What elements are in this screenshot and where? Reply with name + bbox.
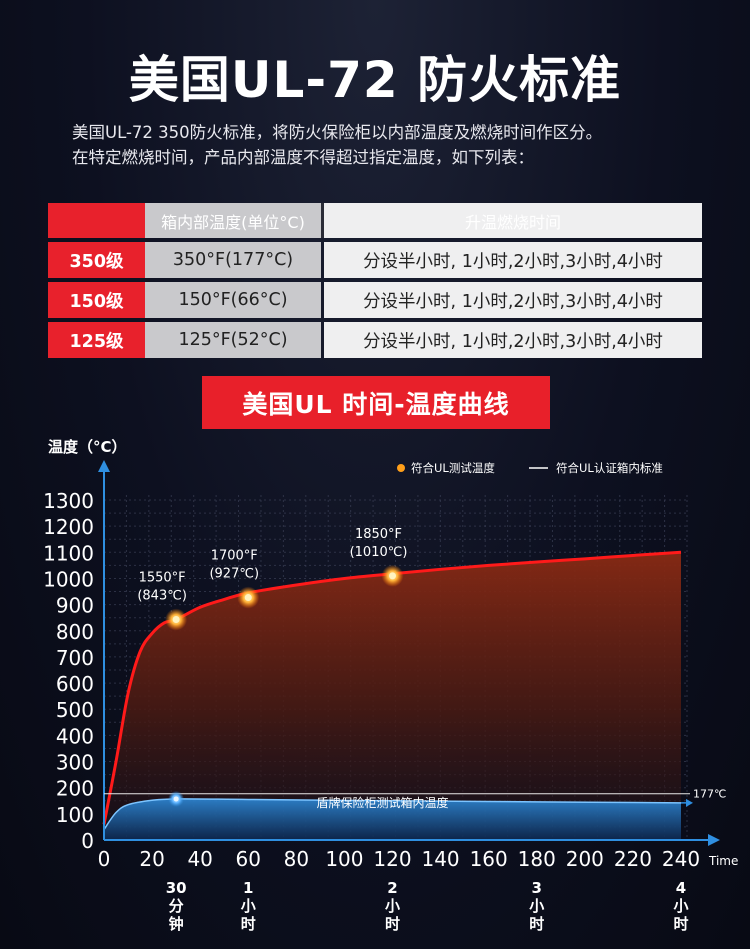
table-header-grade (48, 203, 145, 238)
y-tick-label: 600 (56, 672, 94, 696)
fire-point (172, 616, 180, 624)
fire-point-label-c: (1010℃) (350, 545, 408, 560)
x-tick-label: 200 (566, 847, 604, 871)
y-tick-label: 400 (56, 724, 94, 748)
description-line-1: 美国UL-72 350防火标准，将防火保险柜以内部温度及燃烧时间作区分。 (72, 123, 603, 142)
fire-point (389, 572, 396, 580)
y-tick-label: 1300 (43, 489, 94, 513)
x-tick-label: 220 (614, 847, 652, 871)
time-label-char: 30 (166, 879, 187, 897)
table-header-temp: 箱内部温度(单位°C) (145, 203, 321, 238)
chart-axes: 0100200300400500600700800900100011001200… (43, 438, 738, 933)
legend-label-test-temp: 符合UL测试温度 (411, 461, 495, 475)
y-axis-title: 温度（°C） (48, 438, 127, 456)
fire-point-label-f: 1700°F (211, 549, 258, 564)
safe-curve-group: 盾牌保险柜测试箱内温度 (103, 795, 693, 840)
time-label-char: 钟 (169, 915, 184, 933)
time-label-char: 小 (673, 897, 688, 915)
time-cell: 分设半小时, 1小时,2小时,3小时,4小时 (324, 242, 702, 278)
fire-rating-table: 箱内部温度(单位°C) 升温燃烧时间 350级 350°F(177°C) 分设半… (48, 203, 702, 362)
safe-curve-arrow (686, 798, 693, 807)
time-label-char: 时 (673, 915, 688, 933)
temp-cell: 350°F(177°C) (145, 242, 321, 278)
fire-point (244, 594, 252, 602)
safe-curve-area (104, 798, 681, 840)
x-tick-label: 40 (187, 847, 212, 871)
time-label-char: 时 (241, 915, 256, 933)
legend-label-standard: 符合UL认证箱内标准 (556, 461, 663, 475)
y-tick-label: 200 (56, 777, 94, 801)
fire-curve-area (104, 552, 681, 840)
x-tick-label: 0 (98, 847, 111, 871)
time-label-char: 分 (169, 897, 184, 915)
x-tick-label: 240 (662, 847, 700, 871)
reference-line-label: 177℃ (693, 788, 726, 801)
safe-point (173, 796, 179, 802)
y-tick-label: 1100 (43, 541, 94, 565)
fire-point-label-f: 1550°F (139, 571, 186, 586)
y-axis-arrow (98, 460, 110, 472)
y-tick-label: 700 (56, 646, 94, 670)
y-tick-label: 500 (56, 698, 94, 722)
time-cell: 分设半小时, 1小时,2小时,3小时,4小时 (324, 282, 702, 318)
y-tick-label: 1200 (43, 515, 94, 539)
y-tick-label: 300 (56, 751, 94, 775)
x-tick-label: 100 (325, 847, 363, 871)
grade-cell: 150级 (48, 282, 145, 318)
y-tick-label: 800 (56, 620, 94, 644)
x-tick-label: 120 (373, 847, 411, 871)
time-label-char: 1 (243, 879, 253, 897)
grade-cell: 125级 (48, 322, 145, 358)
chart-labels: 177℃ 1550°F (843℃) 1700°F (927℃) 1850°F (1010℃… (104, 461, 726, 807)
time-label-char: 小 (529, 897, 544, 915)
description: 美国UL-72 350防火标准，将防火保险柜以内部温度及燃烧时间作区分。 在特定… (72, 120, 732, 170)
table-row: 125级 125°F(52°C) 分设半小时, 1小时,2小时,3小时,4小时 (48, 322, 702, 358)
y-tick-label: 0 (81, 829, 94, 853)
page-title: 美国UL-72 防火标准 (128, 51, 622, 109)
time-label-char: 时 (529, 915, 544, 933)
x-tick-label: 60 (236, 847, 261, 871)
time-label-char: 时 (385, 915, 400, 933)
y-tick-label: 100 (56, 803, 94, 827)
x-tick-label: 80 (284, 847, 309, 871)
x-tick-label: 140 (421, 847, 459, 871)
temp-cell: 125°F(52°C) (145, 322, 321, 358)
x-axis-arrow (708, 834, 720, 846)
x-tick-label: 160 (470, 847, 508, 871)
x-axis-title: Time (708, 854, 738, 868)
y-tick-label: 1000 (43, 567, 94, 591)
legend-marker-dot (397, 464, 405, 472)
time-label-char: 小 (385, 897, 400, 915)
grade-cell: 350级 (48, 242, 145, 278)
time-label-char: 2 (387, 879, 397, 897)
temp-cell: 150°F(66°C) (145, 282, 321, 318)
safe-curve-line (103, 798, 682, 830)
x-tick-label: 180 (518, 847, 556, 871)
time-label-char: 3 (532, 879, 542, 897)
y-tick-label: 900 (56, 594, 94, 618)
description-line-2: 在特定燃烧时间，产品内部温度不得超过指定温度，如下列表： (72, 148, 534, 167)
chart-banner: 美国UL 时间-温度曲线 (202, 376, 550, 429)
table-row: 350级 350°F(177°C) 分设半小时, 1小时,2小时,3小时,4小时 (48, 242, 702, 278)
safe-curve-label: 盾牌保险柜测试箱内温度 (316, 795, 448, 810)
fire-point-label-f: 1850°F (355, 527, 402, 542)
fire-point-label-c: (927℃) (209, 567, 259, 582)
time-label-char: 小 (241, 897, 256, 915)
x-tick-label: 20 (139, 847, 164, 871)
time-cell: 分设半小时, 1小时,2小时,3小时,4小时 (324, 322, 702, 358)
table-header-time: 升温燃烧时间 (324, 203, 702, 238)
fire-point-label-c: (843℃) (137, 589, 187, 604)
table-header-row: 箱内部温度(单位°C) 升温燃烧时间 (48, 203, 702, 238)
time-label-char: 4 (676, 879, 686, 897)
table-row: 150级 150°F(66°C) 分设半小时, 1小时,2小时,3小时,4小时 (48, 282, 702, 318)
